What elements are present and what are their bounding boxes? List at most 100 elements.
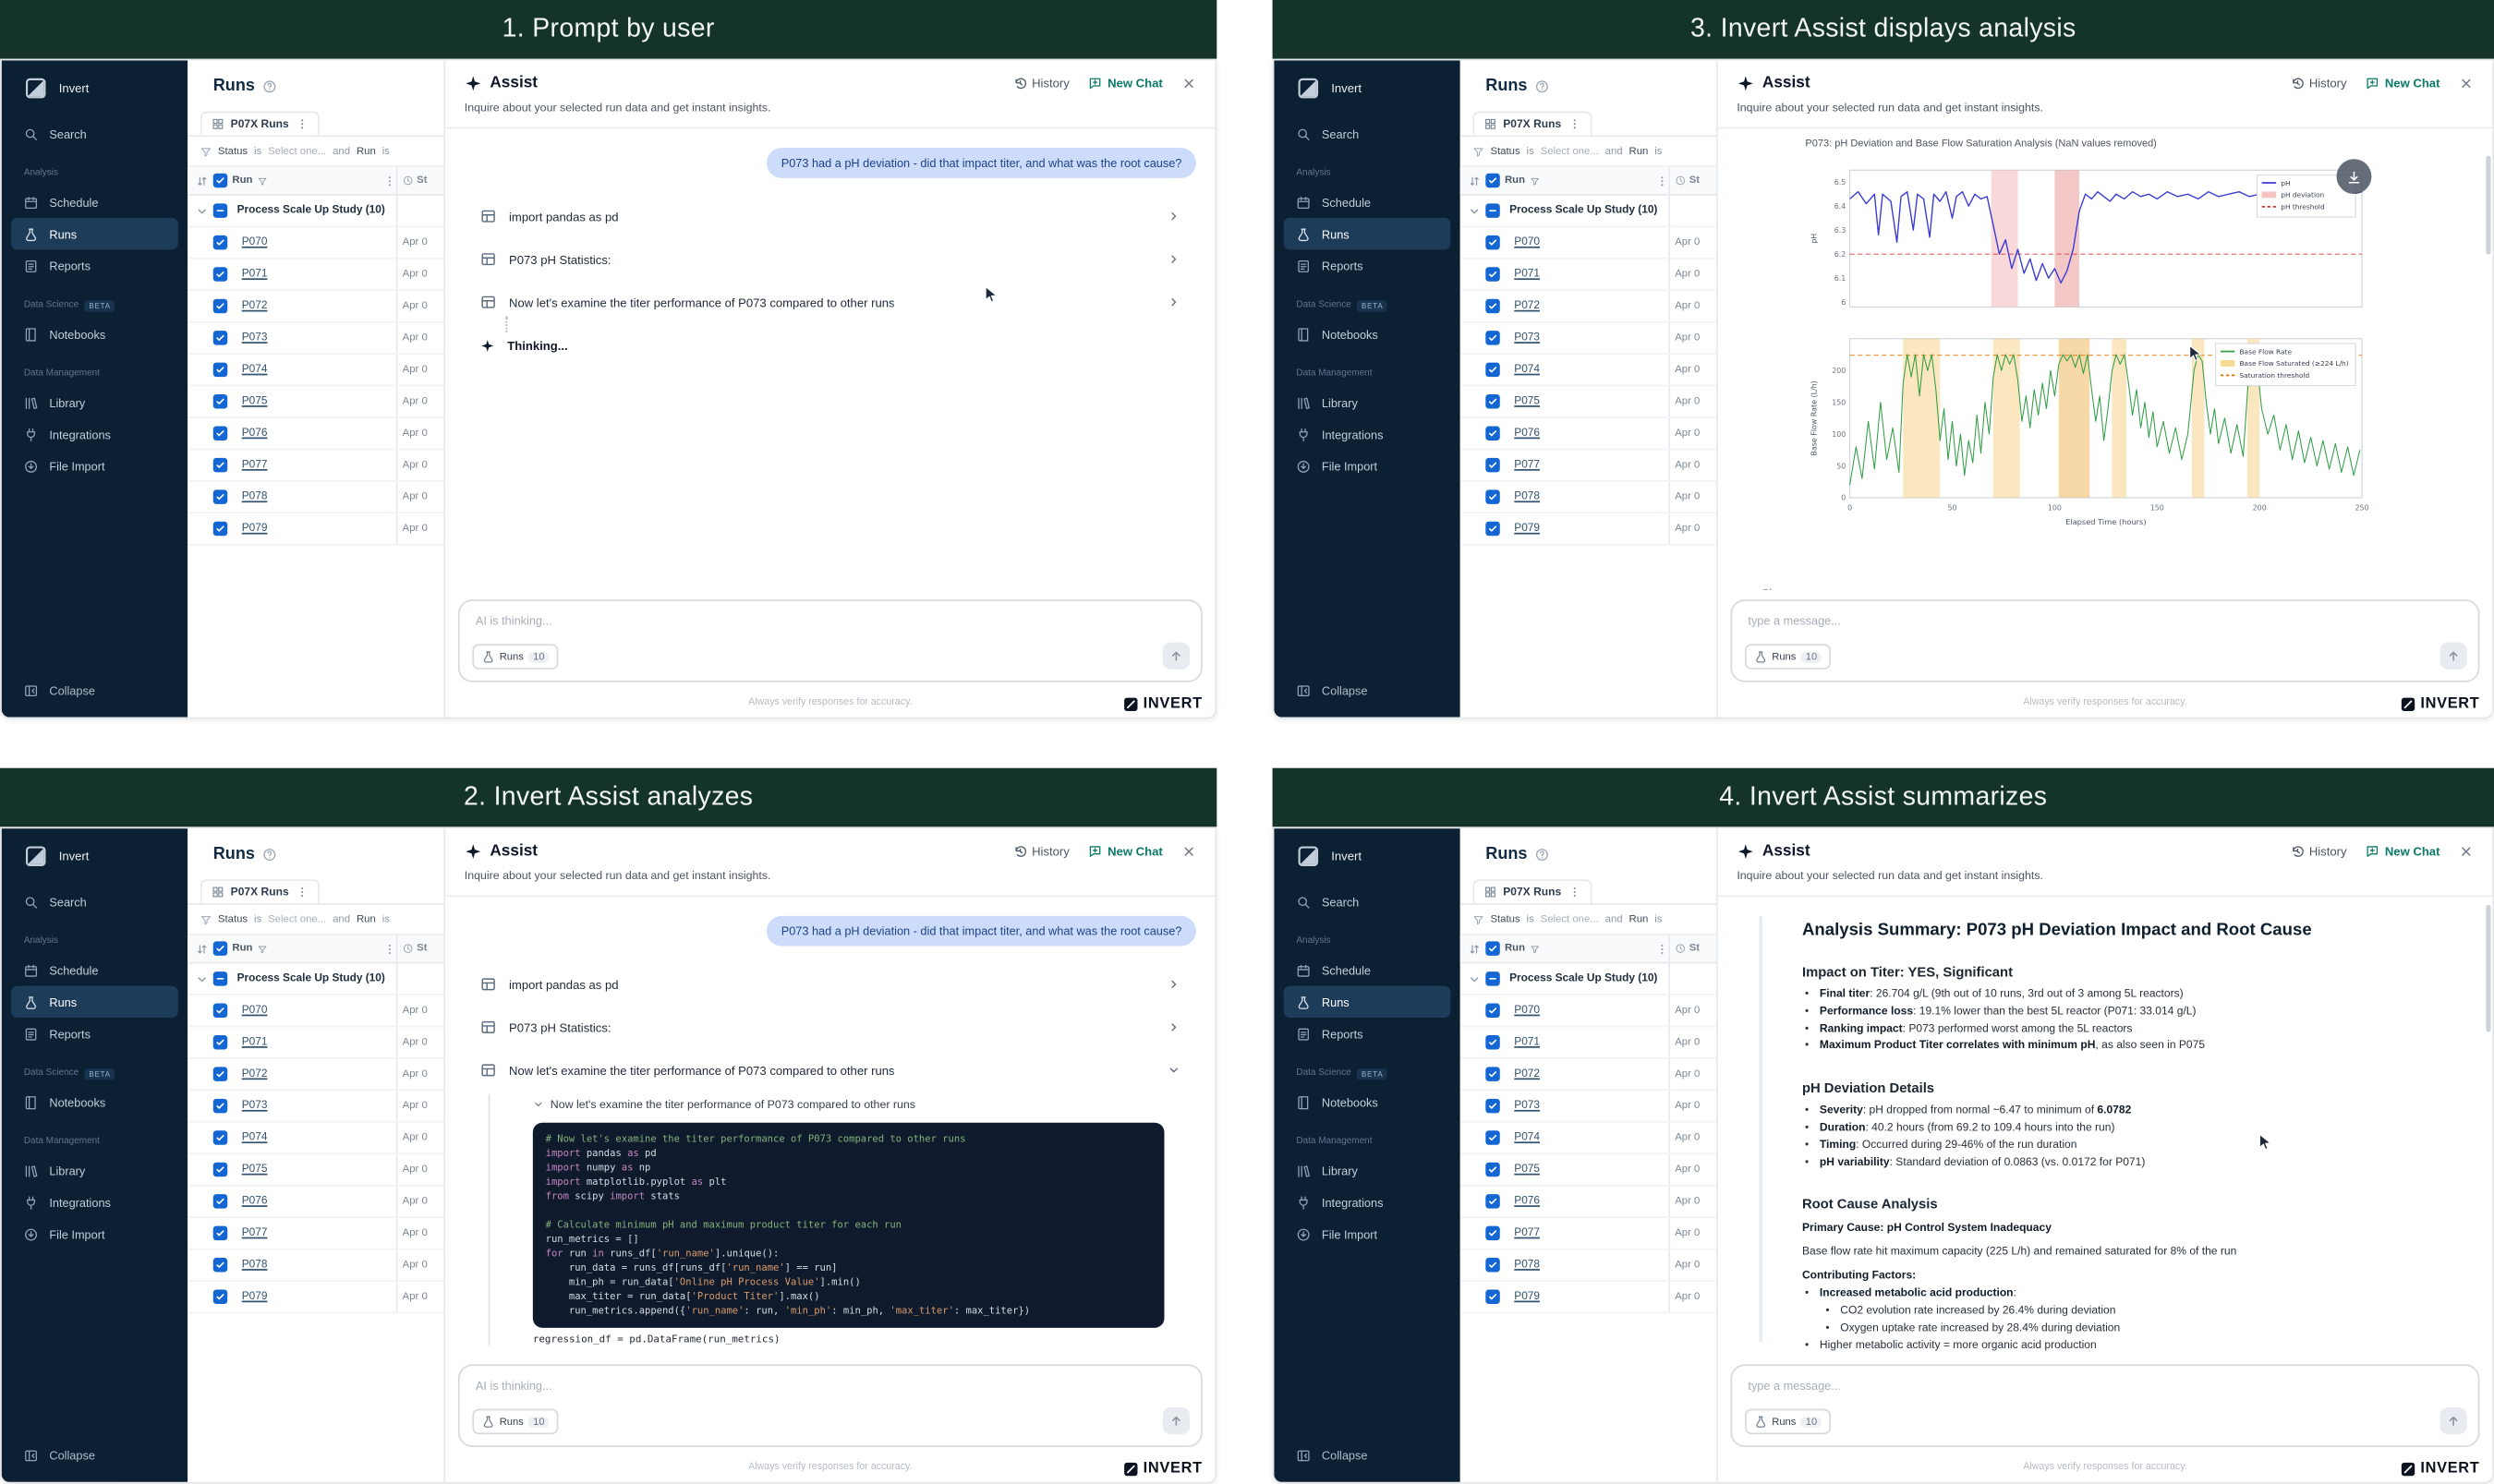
runs-context-chip[interactable]: Runs 10: [472, 644, 560, 670]
assist-step[interactable]: P073 pH Statistics:: [465, 1016, 1196, 1038]
filter-token[interactable]: is: [1526, 913, 1534, 925]
assist-step[interactable]: import pandas as pd: [465, 973, 1196, 995]
column-filter-icon[interactable]: [258, 175, 267, 185]
run-link[interactable]: P070: [241, 1005, 268, 1017]
filter-token[interactable]: is: [1526, 145, 1534, 157]
select-all-checkbox[interactable]: [1485, 941, 1500, 956]
assist-step[interactable]: import pandas as pd: [465, 205, 1196, 227]
scrollbar-thumb[interactable]: [2486, 904, 2491, 1032]
sidebar-item-reports[interactable]: Reports: [11, 249, 178, 281]
message-composer[interactable]: AI is thinking... Runs 10: [457, 1364, 1203, 1447]
sidebar-item-reports[interactable]: Reports: [1284, 1018, 1451, 1049]
sidebar-item-reports[interactable]: Reports: [11, 1018, 178, 1049]
send-button[interactable]: [2440, 1406, 2467, 1435]
tab-p07x-runs[interactable]: P07X Runs: [200, 111, 320, 136]
sidebar-item-library[interactable]: Library: [1284, 386, 1451, 417]
select-all-checkbox[interactable]: [212, 941, 228, 956]
run-link[interactable]: P079: [1514, 523, 1540, 535]
sort-icon[interactable]: [1468, 942, 1481, 955]
group-row[interactable]: Process Scale Up Study (10): [1459, 195, 1716, 228]
sidebar-item-file-import[interactable]: File Import: [1284, 450, 1451, 481]
filter-token[interactable]: Select one...: [268, 145, 327, 157]
filter-token[interactable]: and: [333, 913, 351, 925]
sort-icon[interactable]: [196, 942, 209, 955]
run-link[interactable]: P078: [241, 1259, 268, 1271]
run-link[interactable]: P078: [241, 491, 268, 503]
row-checkbox[interactable]: [212, 1003, 228, 1019]
help-icon[interactable]: [263, 78, 277, 92]
filter-token[interactable]: Status: [1490, 913, 1520, 925]
sidebar-item-schedule[interactable]: Schedule: [11, 954, 178, 985]
sidebar-item-notebooks[interactable]: Notebooks: [1284, 1086, 1451, 1117]
row-checkbox[interactable]: [1485, 362, 1500, 378]
row-checkbox[interactable]: [1485, 457, 1500, 473]
run-link[interactable]: P072: [241, 1068, 268, 1080]
filter-token[interactable]: Select one...: [1540, 145, 1599, 157]
run-link[interactable]: P071: [1514, 1036, 1540, 1048]
sidebar-item-file-import[interactable]: File Import: [11, 450, 178, 481]
select-all-checkbox[interactable]: [1485, 173, 1500, 188]
filter-token[interactable]: Status: [217, 913, 248, 925]
row-checkbox[interactable]: [212, 235, 228, 250]
sidebar-item-search[interactable]: Search: [1284, 886, 1451, 917]
filter-token[interactable]: Status: [217, 145, 248, 157]
filter-token[interactable]: Run: [1628, 913, 1649, 925]
column-menu-icon[interactable]: [383, 175, 396, 187]
tab-p07x-runs[interactable]: P07X Runs: [200, 879, 320, 904]
filter-token[interactable]: Select one...: [1540, 913, 1599, 925]
run-link[interactable]: P072: [1514, 1068, 1540, 1080]
row-checkbox[interactable]: [1485, 426, 1500, 440]
group-checkbox[interactable]: [212, 203, 228, 218]
group-checkbox[interactable]: [1485, 203, 1500, 218]
new-chat-button[interactable]: New Chat: [1088, 77, 1163, 90]
sidebar-item-library[interactable]: Library: [11, 1154, 178, 1186]
run-link[interactable]: P074: [241, 364, 268, 376]
download-chart-button[interactable]: [2336, 159, 2372, 195]
row-checkbox[interactable]: [212, 1258, 228, 1273]
run-link[interactable]: P079: [241, 523, 268, 535]
history-button[interactable]: History: [1012, 844, 1070, 859]
sidebar-item-integrations[interactable]: Integrations: [1284, 1187, 1451, 1218]
sidebar-item-integrations[interactable]: Integrations: [11, 418, 178, 450]
run-link[interactable]: P075: [1514, 395, 1540, 407]
message-composer[interactable]: type a message... Runs 10: [1730, 1364, 2480, 1447]
sidebar-item-notebooks[interactable]: Notebooks: [11, 318, 178, 349]
sidebar-item-search[interactable]: Search: [11, 886, 178, 917]
tab-p07x-runs[interactable]: P07X Runs: [1472, 879, 1592, 904]
sidebar-item-notebooks[interactable]: Notebooks: [11, 1086, 178, 1117]
sidebar-item-schedule[interactable]: Schedule: [1284, 954, 1451, 985]
run-link[interactable]: P078: [1514, 491, 1540, 503]
filter-token[interactable]: and: [333, 145, 351, 157]
close-button[interactable]: [1181, 844, 1195, 858]
row-checkbox[interactable]: [1485, 521, 1500, 537]
column-filter-icon[interactable]: [1530, 175, 1539, 185]
group-row[interactable]: Process Scale Up Study (10): [188, 195, 444, 228]
column-menu-icon[interactable]: [1656, 175, 1669, 187]
select-all-checkbox[interactable]: [212, 173, 228, 188]
run-link[interactable]: P077: [1514, 459, 1540, 471]
row-checkbox[interactable]: [1485, 1130, 1500, 1145]
row-checkbox[interactable]: [1485, 235, 1500, 250]
sidebar-item-search[interactable]: Search: [1284, 117, 1451, 149]
sidebar-item-library[interactable]: Library: [11, 386, 178, 417]
sidebar-item-file-import[interactable]: File Import: [11, 1218, 178, 1249]
close-button[interactable]: [2459, 844, 2473, 858]
group-checkbox[interactable]: [212, 971, 228, 986]
run-link[interactable]: P073: [1514, 332, 1540, 344]
new-chat-button[interactable]: New Chat: [2366, 77, 2440, 90]
group-row[interactable]: Process Scale Up Study (10): [1459, 963, 1716, 995]
run-link[interactable]: P079: [1514, 1291, 1540, 1303]
row-checkbox[interactable]: [212, 1162, 228, 1177]
run-link[interactable]: P074: [241, 1132, 268, 1144]
run-link[interactable]: P073: [241, 1100, 268, 1112]
run-link[interactable]: P072: [241, 300, 268, 312]
filter-token[interactable]: Status: [1490, 145, 1520, 157]
run-link[interactable]: P075: [241, 1164, 268, 1176]
run-link[interactable]: P076: [1514, 428, 1540, 440]
history-button[interactable]: History: [2290, 77, 2347, 90]
runs-context-chip[interactable]: Runs 10: [1744, 644, 1832, 670]
row-checkbox[interactable]: [1485, 489, 1500, 504]
sidebar-item-integrations[interactable]: Integrations: [1284, 418, 1451, 450]
filter-token[interactable]: is: [253, 145, 262, 157]
sidebar-collapse-button[interactable]: Collapse: [2, 1449, 188, 1482]
